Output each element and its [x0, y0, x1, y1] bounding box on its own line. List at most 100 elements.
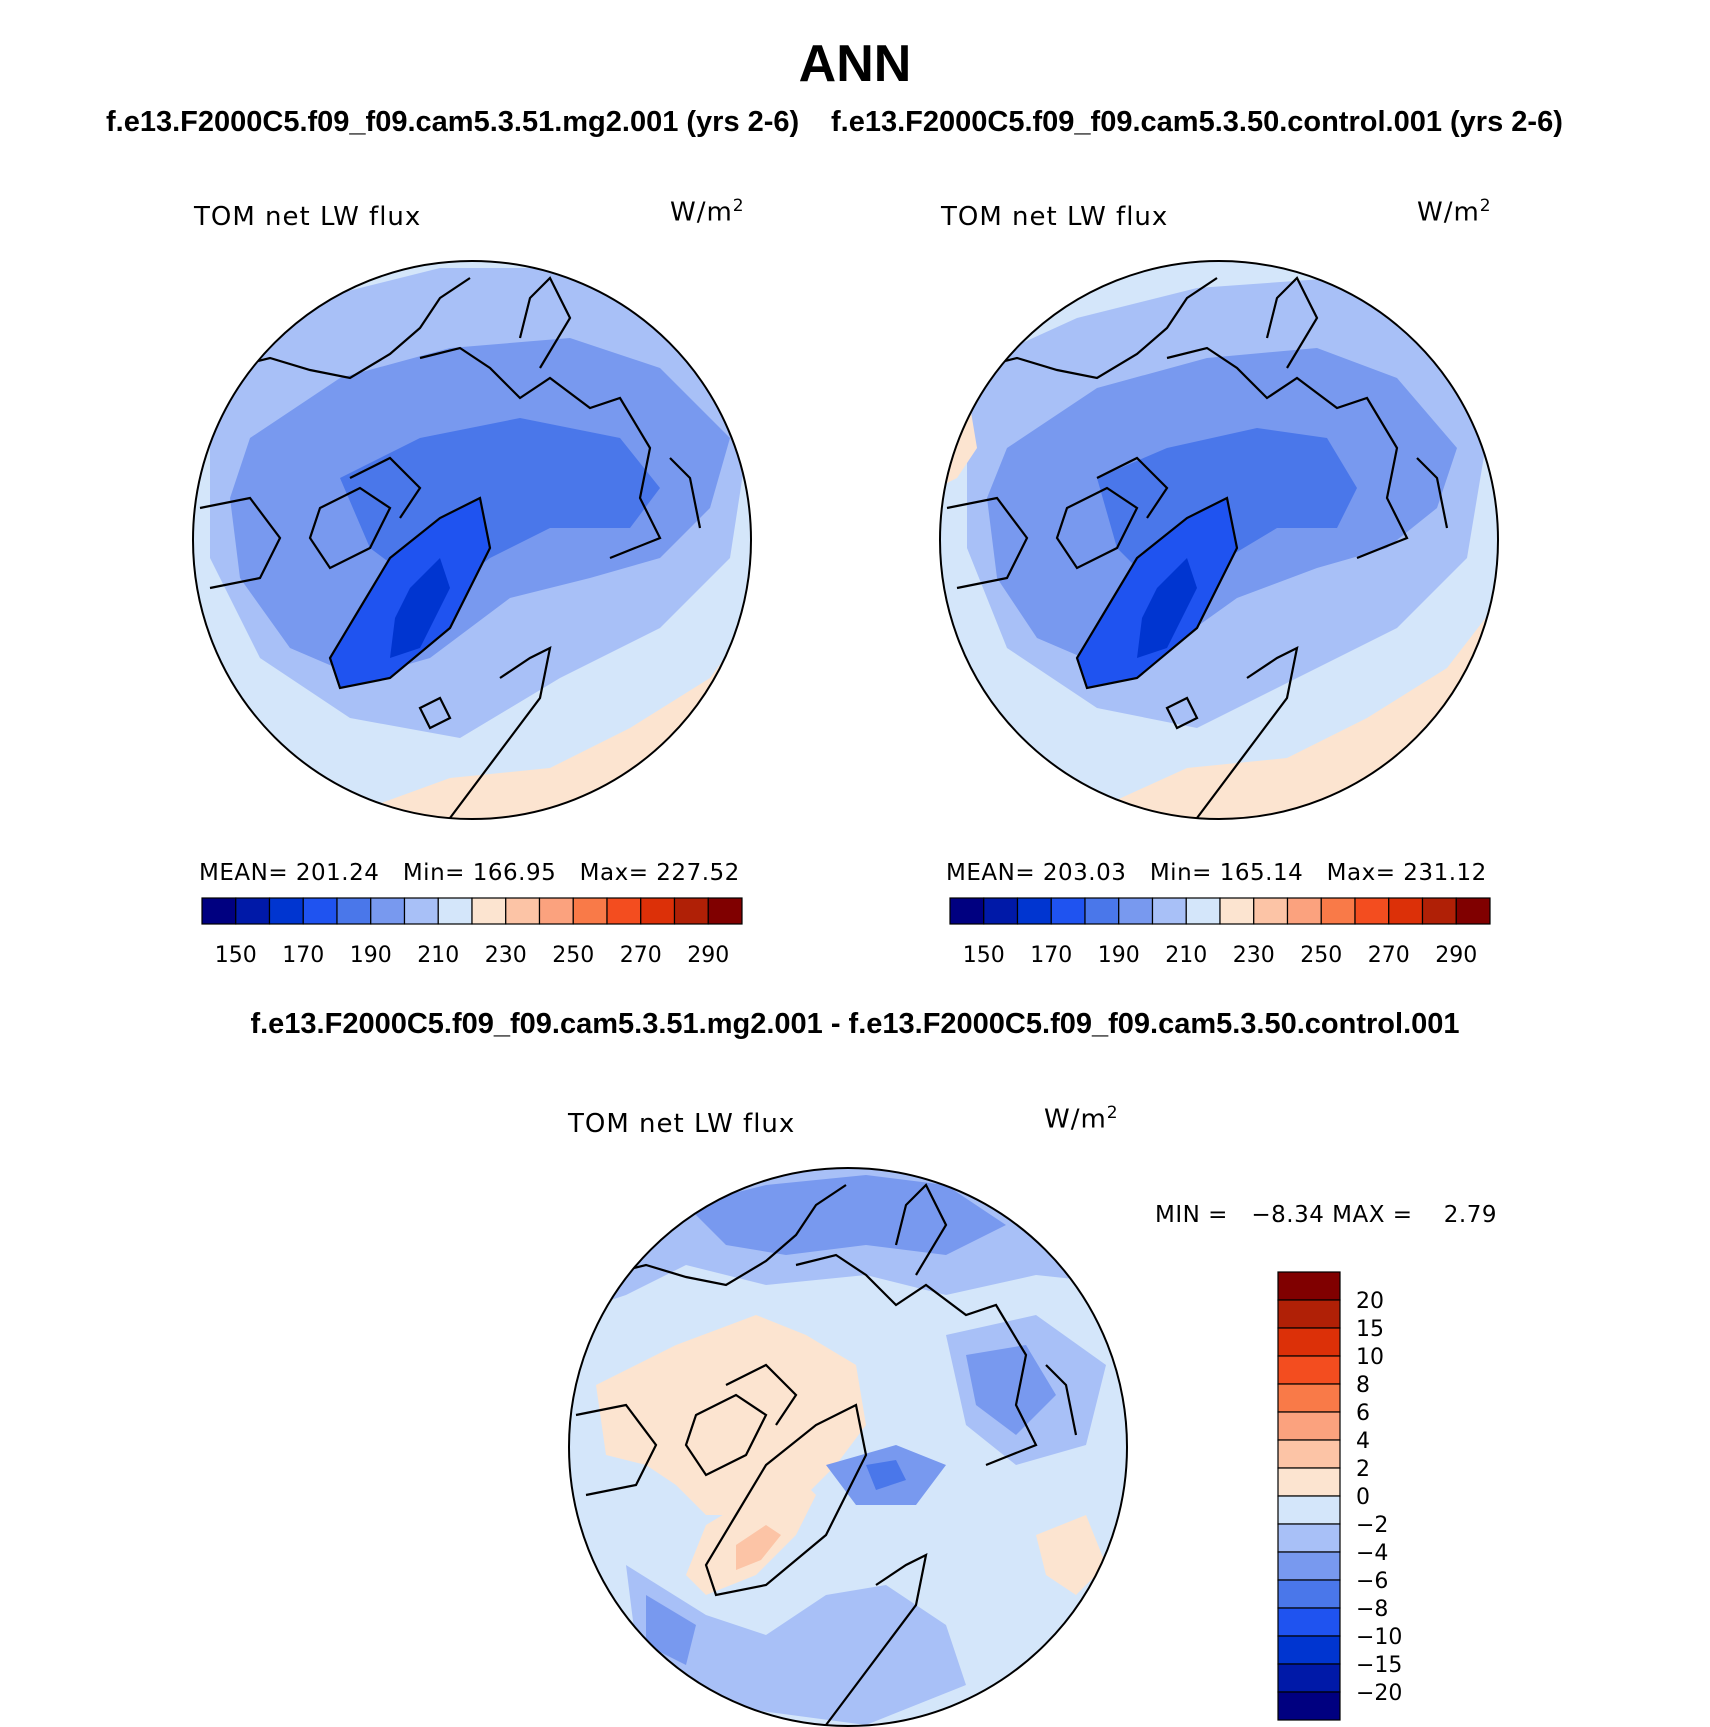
figure-title: ANN — [798, 35, 912, 93]
diff-colorbar-tick-label: −6 — [1356, 1569, 1388, 1594]
diff-colorbar-tick-label: 8 — [1356, 1373, 1370, 1398]
diff-colorbar-tick-label: −4 — [1356, 1541, 1388, 1566]
right-colorbar: 150 170 190 210 230 250 270 290 — [949, 897, 1491, 966]
left-colorbar-swatch — [673, 897, 709, 925]
diff-contour-greenland-warmer — [736, 1525, 781, 1570]
right-colorbar-swatch — [1219, 897, 1255, 925]
left-coastlines — [199, 276, 711, 819]
diff-contour-east-mid — [966, 1345, 1056, 1435]
left-colorbar-swatch — [370, 897, 406, 925]
diff-colorbar-tick-label: 15 — [1356, 1317, 1384, 1342]
diff-colorbar-tick-label: 10 — [1356, 1345, 1384, 1370]
diff-colorbar-tick-label: −2 — [1356, 1513, 1388, 1538]
right-colorbar-tick-label: 230 — [1233, 943, 1275, 966]
right-colorbar-swatch — [1421, 897, 1457, 925]
right-stats: MEAN= 203.03 Min= 165.14 Max= 231.12 — [946, 860, 1487, 886]
right-coastlines — [946, 276, 1458, 819]
diff-colorbar-swatch — [1277, 1523, 1341, 1553]
left-colorbar-swatch — [538, 897, 574, 925]
diff-colorbar-tick-label: 2 — [1356, 1457, 1370, 1482]
diff-colorbar-swatch — [1277, 1663, 1341, 1693]
right-polar-map — [939, 260, 1499, 820]
diff-colorbar-swatch — [1277, 1467, 1341, 1497]
left-colorbar-swatch — [606, 897, 642, 925]
left-variable-label: TOM net LW flux — [194, 202, 422, 232]
diff-colorbar-tick-label: −15 — [1356, 1653, 1402, 1678]
diff-minmax: MIN = −8.34 MAX = 2.79 — [1155, 1202, 1498, 1228]
diff-colorbar-swatch — [1277, 1551, 1341, 1581]
diff-colorbar-tick-label: 20 — [1356, 1289, 1384, 1314]
diff-colorbar-swatch — [1277, 1327, 1341, 1357]
diff-colorbar-swatch — [1277, 1579, 1341, 1609]
right-colorbar-swatch — [1185, 897, 1221, 925]
diff-colorbar-swatch — [1277, 1411, 1341, 1441]
diff-colorbar-swatch — [1277, 1691, 1341, 1721]
right-colorbar-tick-label: 190 — [1098, 943, 1140, 966]
left-colorbar-tick-label: 190 — [350, 943, 392, 966]
diff-colorbar-tick-label: −8 — [1356, 1597, 1388, 1622]
diff-colorbar-swatch — [1277, 1355, 1341, 1385]
left-units: W/m2 — [670, 196, 745, 228]
right-colorbar-swatch — [1151, 897, 1187, 925]
diff-contour-north-mid — [686, 1175, 1006, 1255]
left-colorbar-tick-label: 250 — [552, 943, 594, 966]
right-colorbar-swatch — [983, 897, 1019, 925]
diff-colorbar-tick-label: −20 — [1356, 1681, 1402, 1706]
diff-colorbar-swatch — [1277, 1383, 1341, 1413]
left-colorbar-swatch — [403, 897, 439, 925]
diff-colorbar-swatch — [1277, 1299, 1341, 1329]
right-contour-greenland-core — [1137, 558, 1197, 658]
left-colorbar-swatch — [471, 897, 507, 925]
right-colorbar-tick-label: 170 — [1030, 943, 1072, 966]
right-colorbar-swatch — [1084, 897, 1120, 925]
right-colorbar-tick-label: 250 — [1300, 943, 1342, 966]
right-map-border — [939, 260, 1499, 820]
diff-colorbar-swatch — [1277, 1495, 1341, 1525]
right-colorbar-swatch — [1253, 897, 1289, 925]
left-colorbar-swatch — [201, 897, 237, 925]
diff-colorbar-tick-label: 6 — [1356, 1401, 1370, 1426]
diff-colorbar-swatch — [1277, 1607, 1341, 1637]
left-colorbar-swatch — [707, 897, 743, 925]
right-subtitle: f.e13.F2000C5.f09_f09.cam5.3.50.control.… — [831, 106, 1563, 138]
right-colorbar-swatch — [1320, 897, 1356, 925]
right-colorbar-swatch — [949, 897, 985, 925]
left-contour-greenland-core — [390, 558, 450, 658]
left-colorbar-tick-label: 290 — [687, 943, 729, 966]
left-colorbar-swatch — [235, 897, 271, 925]
right-colorbar-swatch — [1016, 897, 1052, 925]
left-colorbar: 150 170 190 210 230 250 270 290 — [201, 897, 743, 966]
diff-colorbar-swatch — [1277, 1635, 1341, 1665]
diff-colorbar-tick-label: 4 — [1356, 1429, 1370, 1454]
left-colorbar-tick-label: 210 — [417, 943, 459, 966]
diff-units: W/m2 — [1044, 1103, 1119, 1135]
difference-title: f.e13.F2000C5.f09_f09.cam5.3.51.mg2.001 … — [250, 1008, 1460, 1040]
diff-map-border — [568, 1167, 1128, 1727]
diff-variable-label: TOM net LW flux — [568, 1109, 796, 1139]
diff-colorbar-tick-label: −10 — [1356, 1625, 1402, 1650]
left-colorbar-tick-label: 270 — [620, 943, 662, 966]
right-colorbar-tick-label: 290 — [1435, 943, 1477, 966]
right-colorbar-swatch — [1388, 897, 1424, 925]
left-colorbar-tick-label: 170 — [282, 943, 324, 966]
diff-contour-atlantic-deep — [866, 1460, 906, 1490]
diff-coastlines — [575, 1183, 1087, 1726]
right-units: W/m2 — [1417, 196, 1492, 228]
right-colorbar-swatch — [1118, 897, 1154, 925]
left-subtitle: f.e13.F2000C5.f09_f09.cam5.3.51.mg2.001 … — [106, 106, 800, 138]
right-colorbar-swatch — [1455, 897, 1491, 925]
right-colorbar-swatch — [1354, 897, 1390, 925]
right-colorbar-tick-label: 270 — [1368, 943, 1410, 966]
left-colorbar-swatch — [437, 897, 473, 925]
right-colorbar-tick-label: 150 — [963, 943, 1005, 966]
diff-contour-south-mid — [646, 1595, 696, 1665]
right-variable-label: TOM net LW flux — [941, 202, 1169, 232]
left-colorbar-tick-label: 150 — [215, 943, 257, 966]
diff-colorbar-swatch — [1277, 1439, 1341, 1469]
left-map-border — [192, 260, 752, 820]
right-colorbar-swatch — [1286, 897, 1322, 925]
left-colorbar-swatch — [505, 897, 541, 925]
left-colorbar-swatch — [302, 897, 338, 925]
diff-contour-south-blue — [626, 1565, 966, 1725]
